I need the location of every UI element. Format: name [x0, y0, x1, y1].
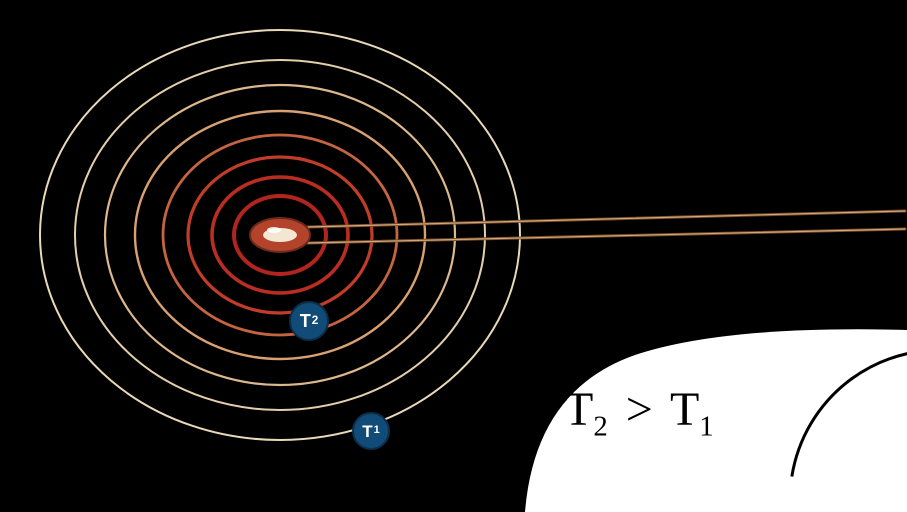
label-badge-T1: T1 [352, 412, 390, 450]
ineq-lhs: T [564, 383, 593, 436]
ineq-op: > [620, 383, 659, 436]
diagram-svg [0, 0, 907, 512]
ineq-lhs-sub: 2 [593, 411, 607, 443]
badge-T1-sub: 1 [374, 425, 380, 436]
ineq-rhs: T [670, 383, 699, 436]
badge-T2-sub: 2 [312, 315, 319, 327]
inequality-text: T2 > T1 [564, 382, 714, 444]
thermistor-bead-highlight [267, 227, 281, 233]
diagram-stage: T2 T1 T2 > T1 [0, 0, 907, 512]
badge-T2-text: T [300, 312, 311, 330]
label-badge-T2: T2 [289, 301, 329, 341]
badge-T1-text: T [362, 423, 372, 440]
ineq-rhs-sub: 1 [699, 411, 713, 443]
lead-top-highlight [308, 211, 905, 227]
